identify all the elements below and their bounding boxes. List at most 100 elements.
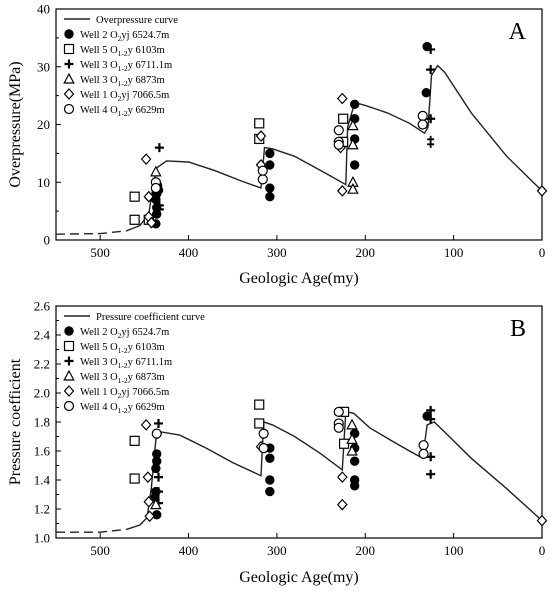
y-tick-label: 20 — [37, 117, 50, 132]
legend-marker-open-triangle — [63, 72, 75, 84]
data-point-filled-circle — [265, 191, 275, 202]
legend-curve-label: Overpressure curve — [96, 15, 178, 26]
legend-marker-plus — [64, 59, 74, 69]
data-point-open-triangle — [150, 165, 162, 177]
data-point-open-square — [254, 118, 265, 129]
plot-frame — [55, 8, 543, 241]
legend-marker-filled-circle — [64, 29, 74, 39]
data-point-open-square — [129, 214, 140, 225]
data-point-open-circle — [258, 443, 269, 454]
data-point-plus — [154, 143, 164, 153]
y-tick-label: 1.2 — [34, 502, 50, 517]
data-point-open-triangle — [347, 182, 359, 194]
data-point-open-square — [129, 435, 140, 446]
data-point-open-diamond — [336, 92, 348, 105]
data-point-open-square — [254, 418, 265, 429]
data-point-open-square — [129, 191, 140, 202]
data-point-open-square — [254, 399, 265, 410]
y-tick-label: 30 — [37, 59, 50, 74]
pressure-curve — [126, 64, 543, 232]
data-point-open-square — [129, 473, 140, 484]
data-point-open-circle — [333, 125, 344, 136]
panel-label: A — [509, 19, 527, 45]
x-tick-label: 0 — [539, 543, 546, 558]
series-open-circle — [150, 110, 428, 194]
x-tick-label: 200 — [356, 245, 376, 260]
data-point-plus — [154, 487, 164, 497]
legend-marker-open-circle — [63, 400, 75, 412]
legend-entry-label: Well 4 O1-2y 6629m — [80, 105, 165, 118]
x-tick-label: 300 — [267, 543, 287, 558]
data-point-filled-circle — [151, 463, 161, 474]
series-filled-circle — [151, 41, 432, 229]
data-point-open-diamond — [336, 185, 348, 197]
curve-dashed-segment — [56, 528, 127, 533]
data-point-filled-circle — [349, 456, 360, 466]
data-point-open-triangle — [150, 498, 162, 510]
x-tick-label: 0 — [539, 245, 546, 260]
data-point-plus — [426, 65, 436, 75]
legend-entry-label: Well 3 O1-2y 6711.1m — [80, 357, 172, 370]
data-point-open-circle — [333, 422, 344, 433]
legend-marker-filled-circle — [64, 326, 74, 336]
legend-marker-open-square — [63, 340, 75, 352]
x-tick-label: 200 — [356, 543, 376, 558]
data-point-open-diamond — [146, 216, 157, 229]
data-point-open-diamond — [140, 153, 152, 166]
y-tick-label: 0 — [44, 233, 51, 248]
curve-dashed-segment — [55, 230, 127, 235]
legend: Overpressure curve Well 2 O2yj 6524.7m Wel… — [63, 15, 178, 118]
x-tick-label: 500 — [90, 543, 110, 558]
data-point-open-circle — [257, 165, 268, 176]
legend-entry-label: Well 2 O2yj 6524.7m — [80, 327, 169, 340]
data-point-open-triangle — [347, 119, 359, 131]
series-plus — [154, 405, 436, 508]
legend-entry-label: Well 2 O2yj 6524.7m — [80, 30, 169, 43]
data-point-plus — [426, 469, 436, 479]
legend-entry-label: Well 3 O1-2y 6873m — [80, 75, 165, 88]
data-point-filled-circle — [421, 88, 431, 98]
data-point-open-square — [338, 113, 349, 124]
data-point-open-circle — [417, 119, 428, 130]
panel-label: B — [510, 316, 526, 342]
chart-panel-B: 500 400 300 200 100 0 1.0 1.2 1.4 1.6 1.8 2.0 2.2 2.4… — [7, 299, 548, 586]
legend-entry-label: Well 4 O1-2y 6629m — [80, 402, 165, 415]
data-point-filled-circle — [265, 453, 275, 463]
data-point-open-diamond — [142, 471, 154, 483]
data-point-filled-circle — [265, 486, 275, 497]
y-tick-label: 10 — [37, 175, 50, 190]
data-point-open-circle — [333, 139, 344, 150]
data-point-open-circle — [257, 174, 268, 185]
y-tick-label: 1.6 — [34, 444, 51, 459]
legend-marker-plus — [64, 356, 74, 366]
series-open-square — [129, 113, 349, 225]
legend-entry-label: Well 5 O1-2y 6103m — [80, 45, 165, 58]
data-point-plus — [426, 405, 436, 415]
data-point-filled-circle — [265, 183, 275, 193]
x-axis-title: Geologic Age(my) — [239, 569, 359, 586]
x-axis-title: Geologic Age(my) — [239, 270, 359, 287]
legend-entry-label: Well 3 O1-2y 6711.1m — [80, 60, 172, 73]
data-point-filled-circle — [265, 475, 275, 485]
legend-entry-label: Well 3 O1-2y 6873m — [80, 372, 165, 385]
data-point-open-triangle — [346, 444, 358, 456]
data-point-filled-circle — [349, 481, 360, 491]
data-point-plus — [154, 472, 164, 482]
legend-marker-open-circle — [63, 103, 75, 115]
data-point-open-diamond — [144, 510, 155, 523]
series-open-triangle — [150, 119, 359, 194]
y-tick-label: 2.4 — [34, 328, 51, 343]
x-tick-label: 400 — [179, 543, 199, 558]
data-point-open-circle — [258, 428, 269, 439]
y-tick-label: 2.6 — [34, 299, 51, 314]
legend: Pressure coefficient curve Well 2 O2yj 65… — [63, 312, 205, 415]
y-axis-title: Pressure coefficient — [7, 358, 24, 485]
data-point-open-triangle — [346, 433, 358, 444]
data-point-open-diamond — [536, 185, 548, 197]
data-point-plus — [426, 114, 436, 124]
series-plus — [154, 44, 436, 214]
y-tick-label: 1.4 — [34, 473, 51, 488]
legend-marker-open-diamond — [63, 88, 75, 100]
series-open-circle — [151, 406, 429, 459]
data-point-filled-circle — [152, 510, 162, 520]
